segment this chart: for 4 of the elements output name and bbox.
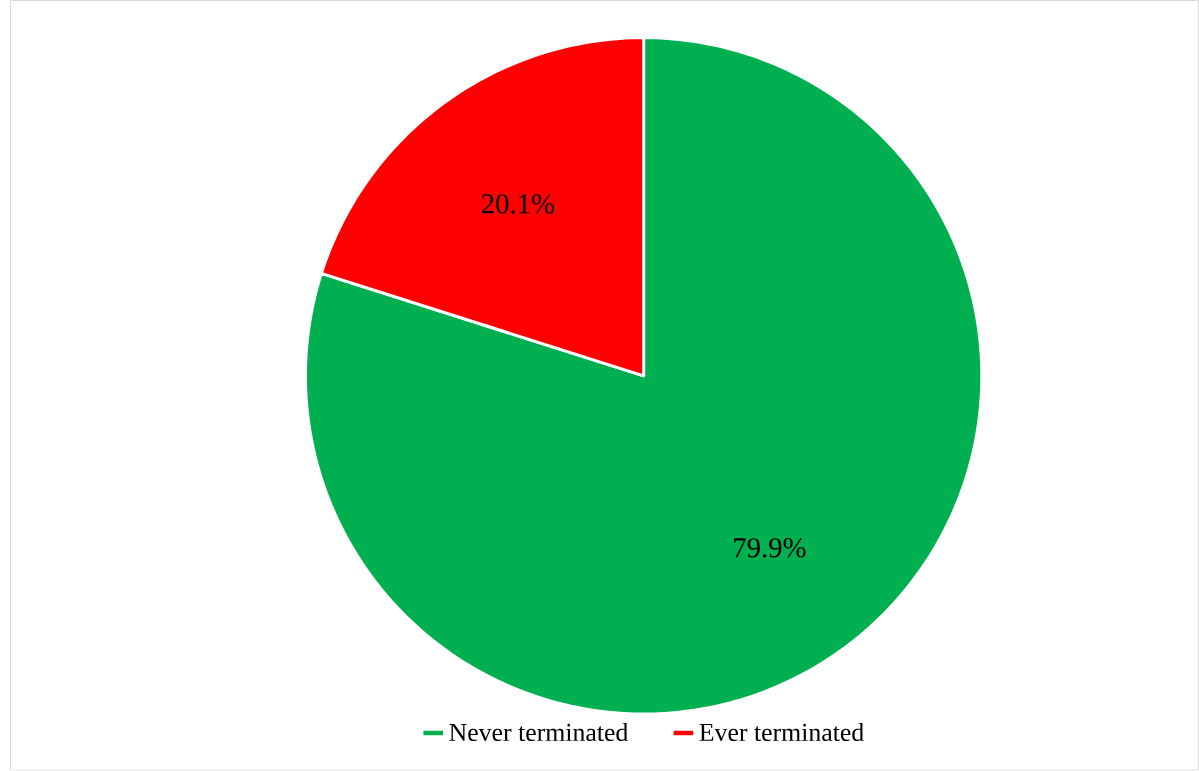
legend-label: Ever terminated <box>699 723 864 742</box>
data-label: 79.9% <box>734 538 806 558</box>
data-label: 20.1% <box>481 194 555 214</box>
legend-label: Never terminated <box>449 723 629 742</box>
